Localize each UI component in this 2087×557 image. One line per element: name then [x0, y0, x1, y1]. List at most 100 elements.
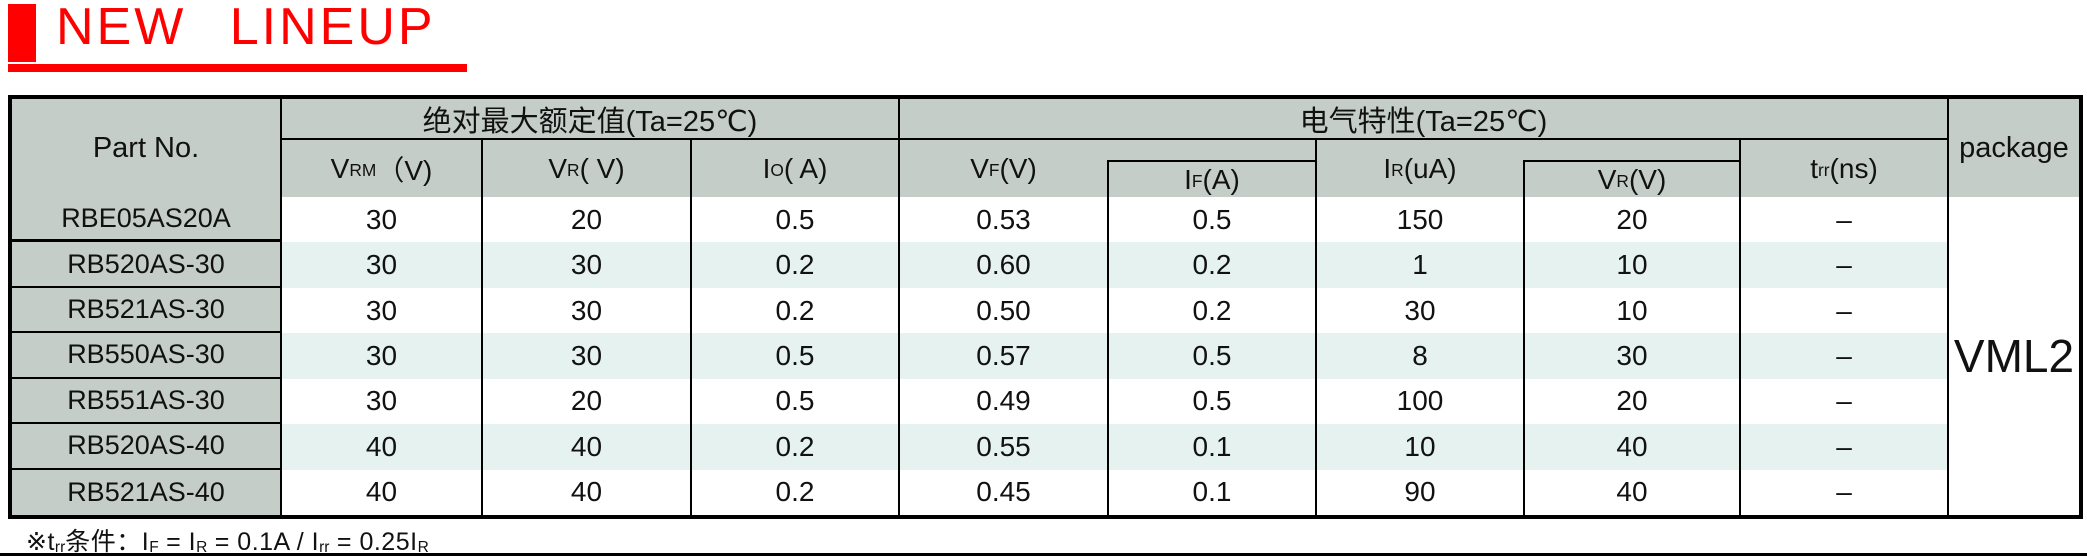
value-cell: 0.55: [898, 424, 1107, 470]
page-title: NEW LINEUP: [56, 0, 436, 56]
col-header-unit: (V): [1628, 163, 1667, 195]
package-value-cell: VML2: [1947, 197, 2079, 515]
footnote-text: = I: [158, 528, 197, 556]
value-cell: –: [1739, 287, 1947, 334]
col-header-sub: R: [1616, 171, 1629, 192]
col-header-vrm: V RM （V): [280, 140, 481, 197]
value-cell: 0.5: [690, 333, 898, 379]
value-cell: 0.2: [1107, 287, 1315, 334]
value-cell: 0.45: [898, 469, 1107, 515]
spec-table: Part No. 绝对最大额定值(Ta=25℃) 电气特性(Ta=25℃) pa…: [8, 95, 2083, 519]
value-cell: 0.57: [898, 333, 1107, 379]
footnote-subscript: rr: [319, 539, 330, 557]
footnote-subscript: F: [149, 539, 159, 557]
value-cell: 100: [1315, 378, 1523, 425]
col-header-trr: t rr (ns): [1739, 140, 1947, 197]
value-cell: –: [1739, 242, 1947, 288]
red-underline: [8, 64, 467, 72]
value-cell: 8: [1315, 333, 1523, 379]
part-no-cell: RBE05AS20A: [12, 197, 280, 243]
col-header-base: I: [1383, 152, 1392, 184]
value-cell: 0.5: [690, 197, 898, 243]
value-cell: 40: [280, 424, 481, 470]
value-cell: 0.2: [1107, 242, 1315, 288]
footnote-subscript: R: [417, 539, 429, 557]
part-no-header: Part No.: [12, 99, 280, 197]
value-cell: 40: [1523, 424, 1739, 470]
value-cell: –: [1739, 469, 1947, 515]
package-header: package: [1947, 99, 2079, 197]
footnote-subscript: rr: [54, 539, 66, 557]
part-no-cell: RB551AS-30: [12, 378, 280, 425]
part-no-cell: RB521AS-30: [12, 287, 280, 334]
col-header-unit: (ns): [1829, 152, 1878, 184]
value-cell: 0.5: [1107, 378, 1315, 425]
value-cell: 0.60: [898, 242, 1107, 288]
col-header-base: V: [548, 152, 568, 184]
value-cell: 10: [1315, 424, 1523, 470]
value-cell: 40: [1523, 469, 1739, 515]
value-cell: 0.2: [690, 469, 898, 515]
col-header-sub: rr: [1817, 160, 1830, 181]
footnote-subscript: R: [196, 539, 208, 557]
value-cell: 0.2: [690, 424, 898, 470]
value-cell: 0.49: [898, 378, 1107, 425]
value-cell: 30: [280, 378, 481, 425]
part-no-cell: RB550AS-30: [12, 333, 280, 379]
col-header-io: I O( A): [690, 140, 898, 197]
col-header-base: t: [1810, 152, 1818, 184]
value-cell: 30: [481, 333, 690, 379]
value-cell: 30: [280, 197, 481, 243]
col-header-unit: (A): [1202, 163, 1240, 195]
footnote-text: = 0.25I: [329, 528, 418, 556]
value-cell: –: [1739, 378, 1947, 425]
value-cell: 0.5: [690, 378, 898, 425]
value-cell: 10: [1523, 287, 1739, 334]
value-cell: 30: [1315, 287, 1523, 334]
new-lineup-header: NEW LINEUP: [8, 0, 478, 74]
value-cell: 20: [1523, 197, 1739, 243]
footnote-text: ※t: [26, 528, 55, 556]
value-cell: 0.5: [1107, 333, 1315, 379]
col-header-base: V: [1597, 163, 1617, 195]
col-header-sub: O: [770, 160, 784, 181]
col-header-base: V: [970, 152, 989, 184]
col-header-unit: ( A): [783, 152, 828, 184]
value-cell: 90: [1315, 469, 1523, 515]
bottom-rule: [0, 553, 2087, 556]
value-cell: 1: [1315, 242, 1523, 288]
value-cell: –: [1739, 333, 1947, 379]
value-cell: –: [1739, 197, 1947, 243]
value-cell: 20: [481, 197, 690, 243]
value-cell: 150: [1315, 197, 1523, 243]
value-cell: 0.1: [1107, 424, 1315, 470]
group-header-electrical: 电气特性(Ta=25℃): [898, 99, 1947, 140]
col-header-unit: ( V): [579, 152, 625, 184]
value-cell: 30: [481, 242, 690, 288]
part-no-cell: RB520AS-40: [12, 424, 280, 470]
value-cell: 30: [280, 287, 481, 334]
col-header-sub: R: [567, 160, 580, 181]
value-cell: 20: [1523, 378, 1739, 425]
value-cell: 0.50: [898, 287, 1107, 334]
part-no-cell: RB521AS-40: [12, 469, 280, 515]
col-header-sub: F: [988, 160, 1000, 181]
footnote: ※trr条件：IF = IR = 0.1A / Irr = 0.25IR: [26, 522, 429, 557]
col-header-unit: (uA): [1403, 152, 1457, 184]
col-header-vr: V R( V): [481, 140, 690, 197]
value-cell: 30: [481, 287, 690, 334]
value-cell: 30: [1523, 333, 1739, 379]
value-cell: 0.1: [1107, 469, 1315, 515]
group-header-abs-max: 绝对最大额定值(Ta=25℃): [280, 99, 898, 140]
value-cell: 0.2: [690, 287, 898, 334]
col-header-sub: F: [1191, 171, 1203, 192]
col-header-base: I: [1184, 163, 1192, 195]
col-header-base: V: [330, 152, 350, 184]
red-accent-block: [8, 4, 36, 62]
